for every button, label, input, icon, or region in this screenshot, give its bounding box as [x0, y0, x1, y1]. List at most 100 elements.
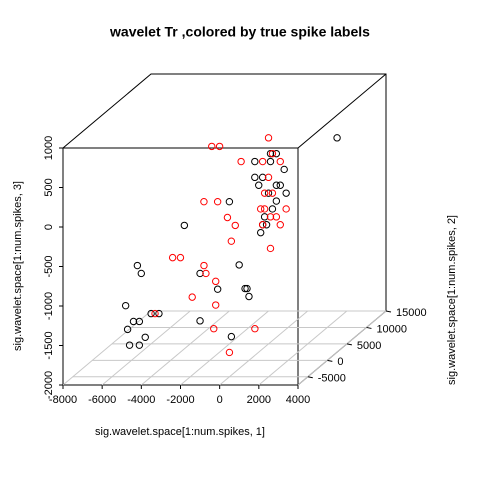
point	[333, 134, 341, 142]
point	[282, 189, 290, 197]
point	[268, 189, 277, 197]
point	[264, 189, 273, 197]
y-tick-label: 5000	[357, 340, 381, 352]
point	[260, 205, 269, 213]
x-tick-label: 4000	[286, 394, 310, 406]
y-tick-label: 15000	[396, 307, 427, 319]
z-tick-label: 500	[43, 178, 55, 196]
grid-line	[258, 310, 348, 386]
point	[243, 284, 251, 293]
point	[251, 325, 259, 333]
point	[272, 149, 281, 158]
grid-line	[101, 310, 191, 386]
point	[258, 157, 267, 166]
y-tick	[307, 376, 313, 379]
point	[176, 253, 185, 262]
z-tick-label: -500	[43, 255, 55, 277]
y-axis-label: sig.wavelet.space[1:num.spikes, 2]	[446, 215, 458, 385]
point	[272, 181, 281, 189]
point	[260, 189, 269, 197]
z-tick-label: -1000	[43, 292, 55, 320]
x-tick-label: -6000	[88, 394, 116, 406]
point	[268, 205, 277, 213]
point	[133, 261, 142, 270]
point	[196, 317, 204, 325]
point	[262, 221, 271, 229]
point	[200, 197, 208, 206]
point	[215, 142, 224, 151]
point	[264, 134, 273, 142]
point	[168, 253, 177, 262]
point	[276, 181, 284, 189]
point	[213, 197, 222, 206]
y-tick-label: -5000	[318, 373, 346, 385]
point	[282, 205, 290, 213]
point	[260, 213, 269, 221]
y-tick-label: 10000	[376, 323, 407, 335]
x-tick-label: -4000	[127, 394, 155, 406]
point	[237, 157, 245, 166]
point	[256, 205, 265, 213]
y-tick	[346, 343, 352, 346]
point	[241, 284, 249, 293]
point	[147, 309, 155, 318]
point	[196, 269, 204, 278]
z-axis-label: sig.wavelet.space[1:num.spikes, 3]	[12, 181, 24, 351]
point	[121, 301, 130, 310]
point	[251, 173, 259, 182]
point	[135, 341, 144, 349]
grid-line	[297, 310, 387, 386]
point	[137, 269, 145, 278]
x-tick-label: -2000	[166, 394, 194, 406]
point	[251, 157, 259, 166]
point	[210, 325, 218, 333]
x-tick-label: -8000	[49, 394, 77, 406]
point	[212, 301, 220, 309]
grid-line	[141, 310, 230, 386]
point	[225, 197, 234, 206]
y-tick	[385, 310, 392, 313]
y-tick-label: 0	[337, 356, 343, 368]
point	[213, 285, 222, 293]
point	[276, 157, 284, 166]
point	[202, 269, 210, 278]
point	[129, 317, 138, 326]
point	[155, 309, 163, 318]
point	[258, 221, 267, 229]
point	[151, 309, 159, 318]
top-edge	[297, 73, 387, 149]
point	[255, 181, 263, 189]
point	[264, 173, 273, 182]
point	[223, 213, 232, 222]
point	[266, 213, 275, 221]
point	[225, 348, 234, 357]
point	[258, 173, 267, 182]
point	[212, 277, 220, 286]
point	[227, 332, 236, 341]
grid-line	[219, 310, 308, 386]
point	[256, 228, 265, 237]
point	[125, 341, 134, 349]
point	[276, 221, 284, 229]
point	[268, 149, 277, 158]
point	[135, 317, 144, 326]
point	[266, 157, 275, 166]
point	[266, 244, 275, 253]
x-tick-label: 0	[217, 394, 223, 406]
point	[231, 221, 239, 230]
point	[280, 165, 288, 174]
z-tick-label: -1500	[43, 331, 55, 359]
z-tick-label: -2000	[43, 371, 55, 399]
grid-line	[180, 310, 269, 386]
point	[208, 142, 216, 151]
point	[266, 149, 275, 158]
point	[200, 261, 208, 270]
point	[245, 292, 253, 301]
point	[272, 213, 281, 221]
y-tick	[366, 326, 372, 329]
x-axis-label: sig.wavelet.space[1:num.spikes, 1]	[95, 426, 265, 438]
point	[123, 325, 132, 334]
point	[180, 221, 189, 230]
